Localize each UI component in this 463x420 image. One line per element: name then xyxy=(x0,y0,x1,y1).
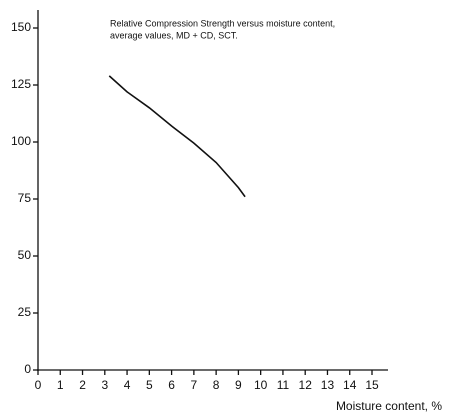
x-tick-label: 10 xyxy=(254,378,268,392)
data-line xyxy=(108,75,246,198)
x-tick-label: 11 xyxy=(277,378,290,392)
x-tick-label: 13 xyxy=(321,378,335,392)
x-axis-label: Moisture content, % xyxy=(336,399,442,413)
x-tick-label: 0 xyxy=(35,378,42,392)
chart-title: average values, MD + CD, SCT. xyxy=(110,30,238,40)
y-tick-label: 25 xyxy=(18,305,32,319)
y-tick-label: 50 xyxy=(18,248,32,262)
x-tick-label: 9 xyxy=(235,378,242,392)
x-tick-label: 1 xyxy=(57,378,64,392)
y-tick-label: 125 xyxy=(11,77,31,91)
y-tick-label: 75 xyxy=(18,191,32,205)
x-tick-label: 2 xyxy=(79,378,86,392)
y-tick-label: 100 xyxy=(11,134,31,148)
x-tick-label: 14 xyxy=(343,378,357,392)
y-tick-label: 0 xyxy=(24,362,31,376)
chart-title: Relative Compression Strength versus moi… xyxy=(110,18,335,28)
x-tick-label: 8 xyxy=(213,378,220,392)
x-tick-label: 6 xyxy=(168,378,175,392)
y-tick-label: 150 xyxy=(11,20,31,34)
x-tick-label: 3 xyxy=(101,378,108,392)
x-tick-label: 12 xyxy=(299,378,313,392)
x-tick-label: 15 xyxy=(365,378,379,392)
x-tick-label: 5 xyxy=(146,378,153,392)
x-tick-label: 4 xyxy=(124,378,131,392)
x-tick-label: 7 xyxy=(191,378,198,392)
